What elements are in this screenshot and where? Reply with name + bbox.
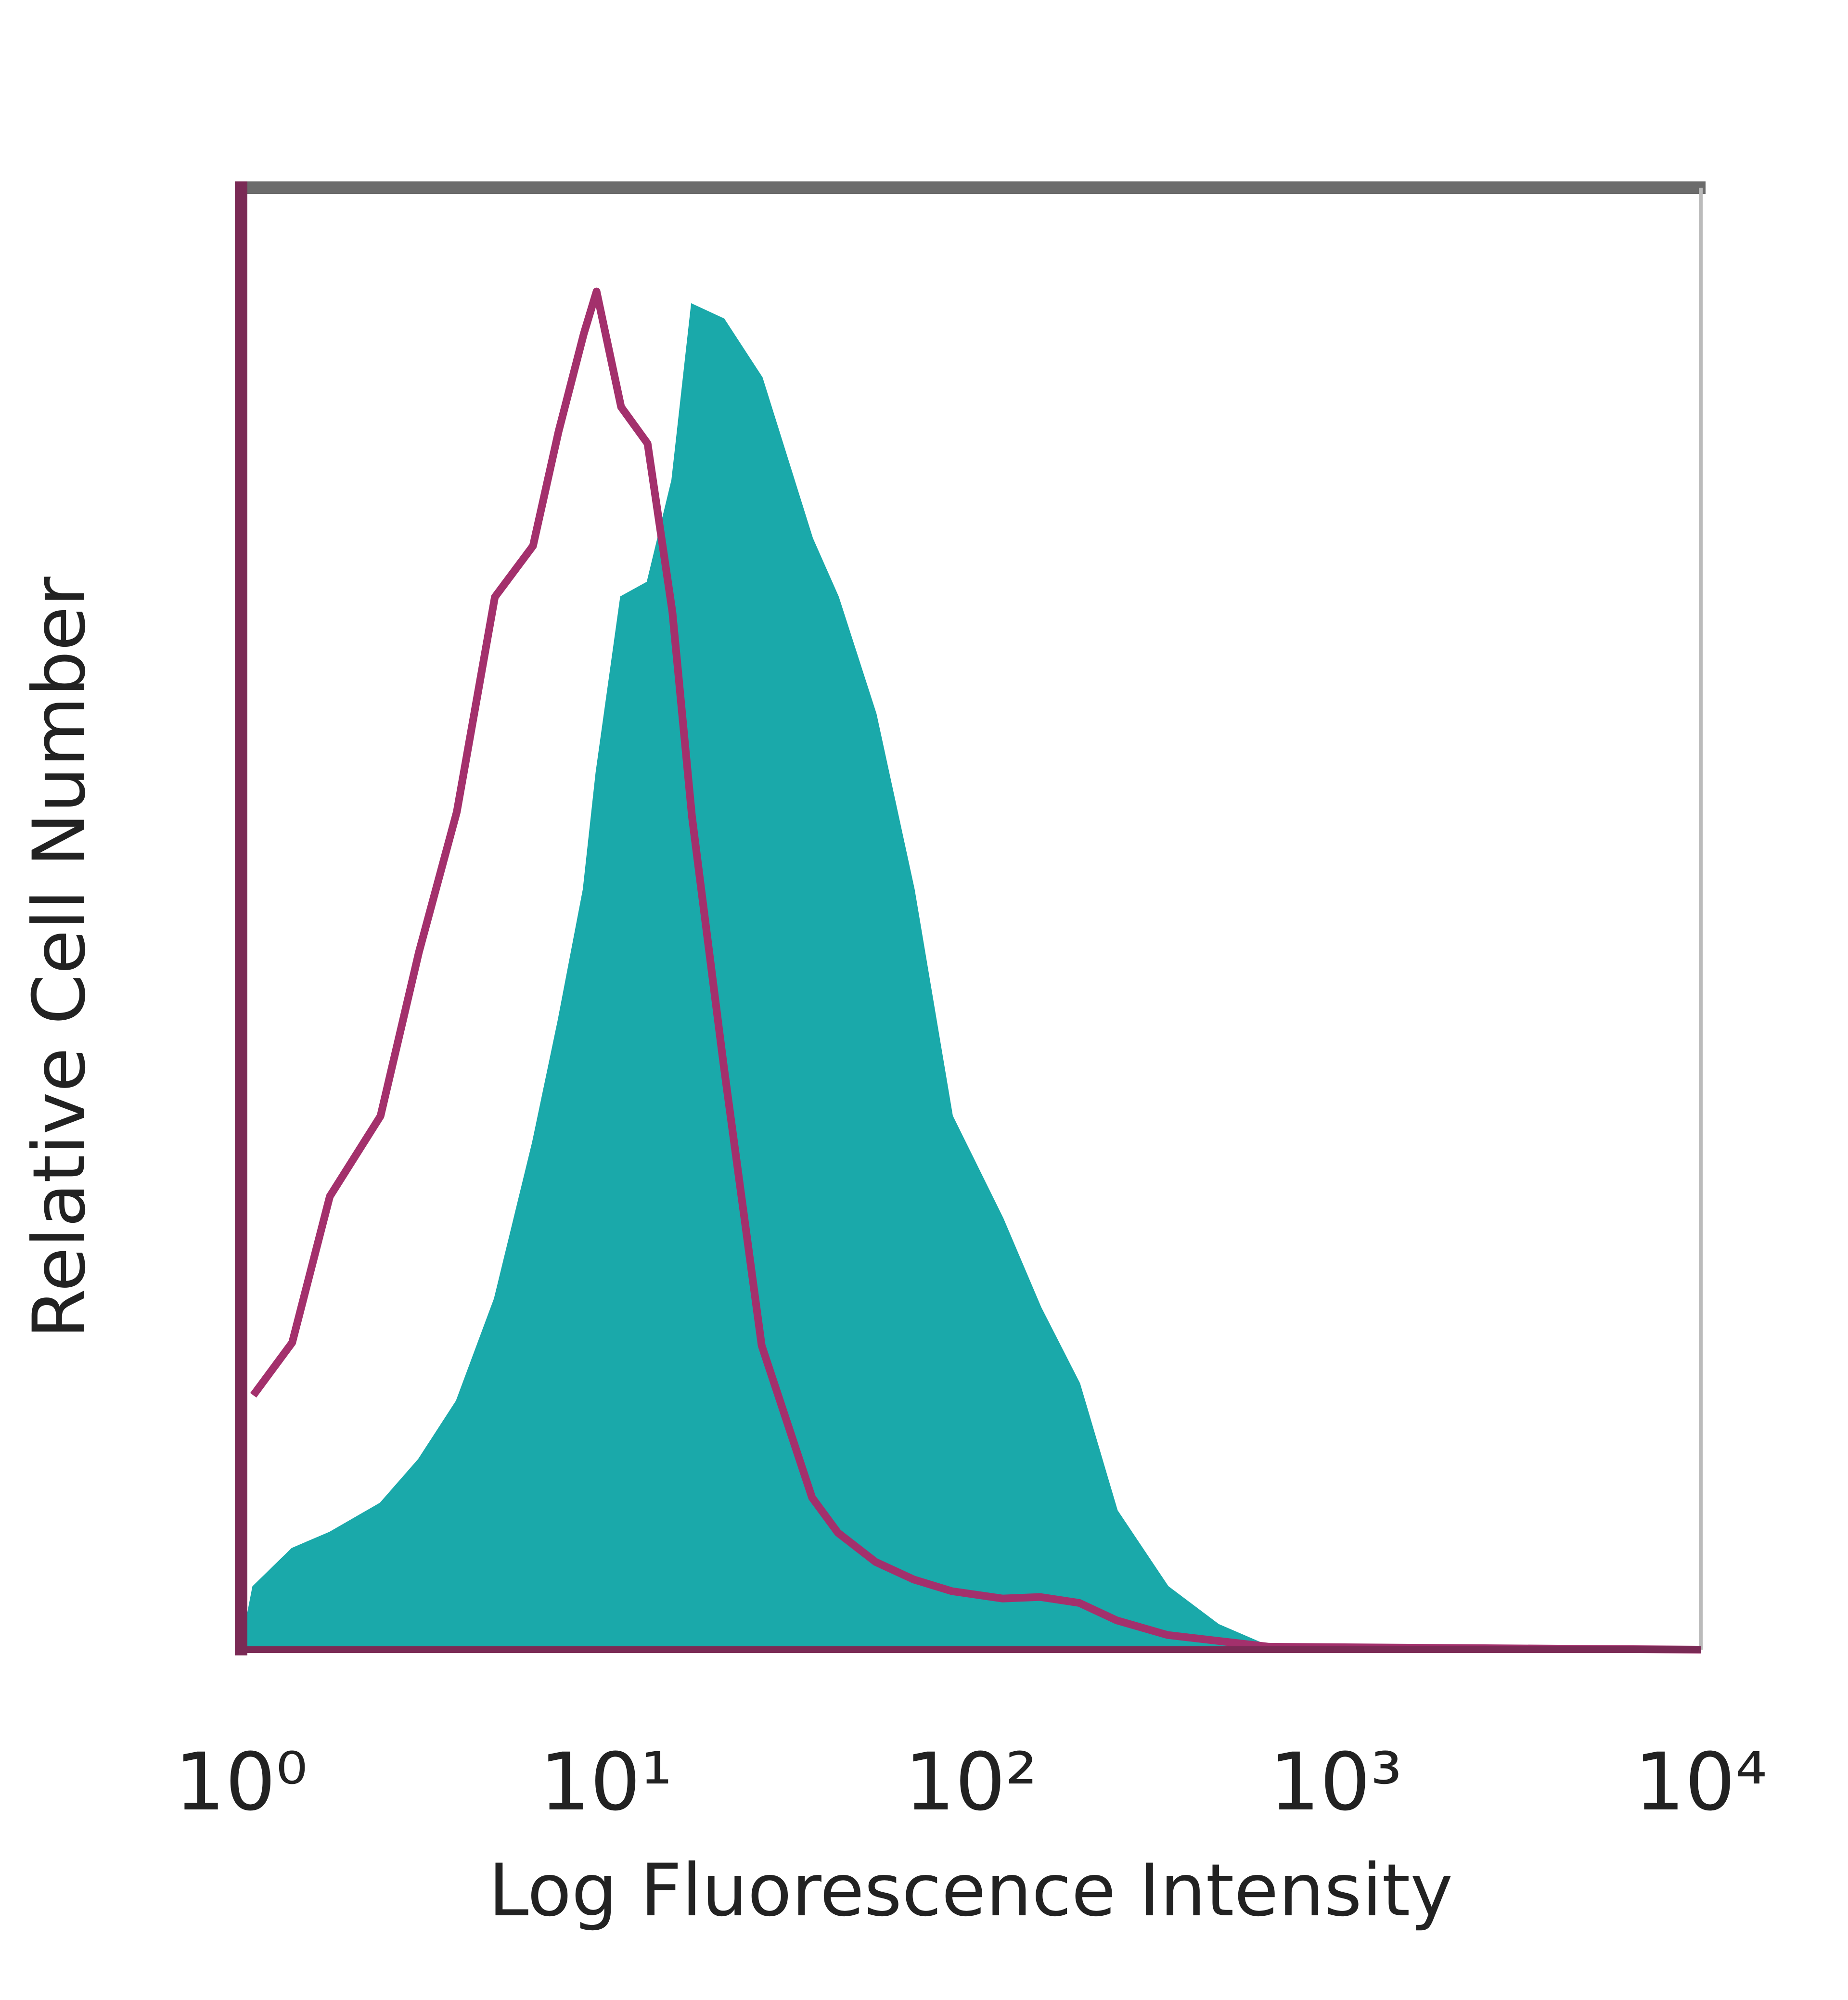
x-axis-label: Log Fluorescence Intensity [488, 1849, 1453, 1933]
y-axis-label: Relative Cell Number [18, 577, 102, 1339]
x-tick-label: 10² [904, 1736, 1037, 1828]
histogram-area [240, 303, 1701, 1651]
x-tick-label: 10¹ [539, 1736, 672, 1828]
x-tick-label: 10⁰ [175, 1736, 308, 1828]
histogram-line [250, 287, 1701, 1654]
x-tick-label: 10⁴ [1634, 1736, 1767, 1828]
x-tick-label: 10³ [1270, 1736, 1402, 1828]
